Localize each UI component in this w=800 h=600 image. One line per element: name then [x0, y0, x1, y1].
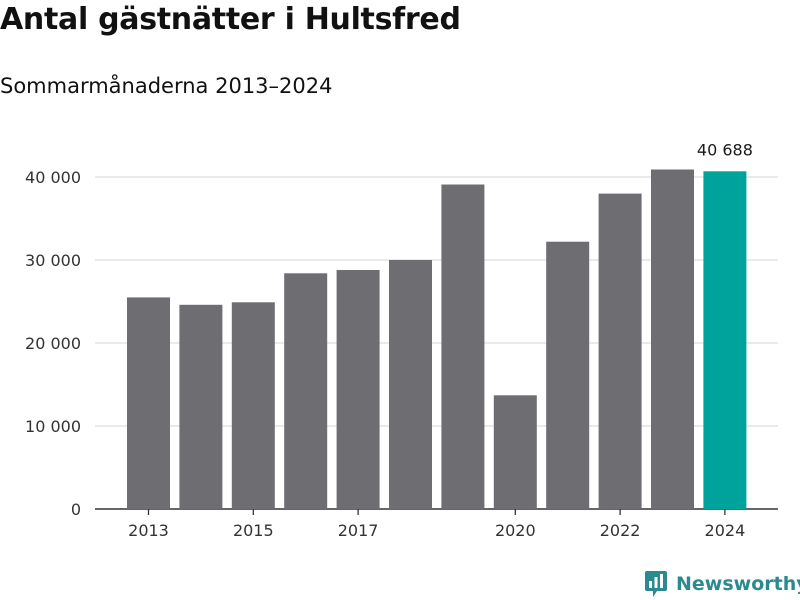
y-tick-label: 20 000 [25, 334, 81, 353]
annotations: 40 688 [697, 140, 753, 159]
newsworthy-chart-bubble-icon [645, 571, 667, 597]
x-tick-label: 2013 [128, 521, 169, 540]
bar-2023 [651, 169, 694, 509]
x-tick-label: 2017 [338, 521, 379, 540]
y-tick-label: 40 000 [25, 168, 81, 187]
x-tick-label: 2020 [495, 521, 536, 540]
bar-2017 [336, 270, 380, 509]
x-axis-labels: 2013 2015 2017 2020 2022 2024 [128, 509, 745, 540]
brand: Newsworthy [644, 568, 800, 600]
bar-2018 [389, 260, 432, 509]
bar-2022 [598, 193, 642, 509]
bar-2024 [703, 171, 747, 510]
x-tick-label: 2024 [705, 521, 746, 540]
chart-title: Antal gästnätter i Hultsfred [0, 2, 461, 37]
brand-name: Newsworthy [676, 573, 800, 595]
x-tick-label: 2015 [233, 521, 274, 540]
bar-2020 [493, 395, 537, 509]
data-label-2024: 40 688 [697, 140, 753, 159]
bar-2019 [441, 184, 485, 509]
x-tick-label: 2022 [600, 521, 641, 540]
bar-2021 [546, 241, 590, 509]
y-axis-labels: 0 10 000 20 000 30 000 40 000 [25, 168, 81, 519]
bars [127, 169, 747, 510]
bar-2015 [231, 302, 275, 509]
y-tick-label: 0 [71, 500, 81, 519]
y-tick-label: 10 000 [25, 417, 81, 436]
chart-subtitle: Sommarmånaderna 2013–2024 [0, 74, 333, 98]
bar-2013 [127, 297, 170, 509]
bar-2016 [284, 273, 328, 509]
y-tick-label: 30 000 [25, 251, 81, 270]
bar-2014 [179, 304, 223, 509]
